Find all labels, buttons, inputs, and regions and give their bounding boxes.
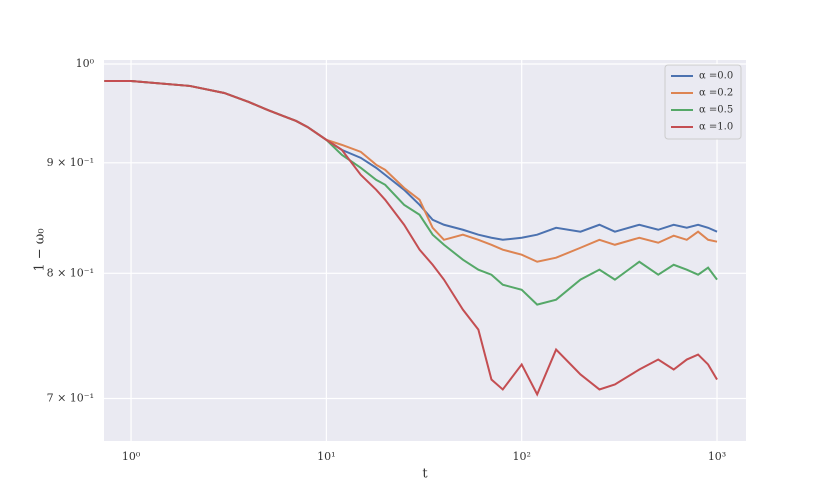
x-axis-label: t [422,467,428,482]
y-axis-label: 1 − ω₀ [33,228,48,271]
y-tick-label: 8 × 10⁻¹ [47,266,94,279]
plot-area [104,60,746,441]
x-tick-label: 10¹ [317,450,335,463]
legend-box [664,64,742,140]
legend-label: α =0.5 [699,105,733,116]
y-tick-label: 9 × 10⁻¹ [47,156,94,169]
x-tick-label: 10³ [708,450,726,463]
y-tick-label: 7 × 10⁻¹ [47,392,94,405]
legend-label: α =1.0 [699,122,733,133]
x-tick-label: 10⁰ [122,450,141,463]
y-tick-label: 10⁰ [76,57,95,70]
legend-label: α =0.2 [699,88,733,99]
series-line [104,79,718,397]
x-tick-label: 10² [512,450,530,463]
legend-label: α =0.0 [699,71,733,82]
